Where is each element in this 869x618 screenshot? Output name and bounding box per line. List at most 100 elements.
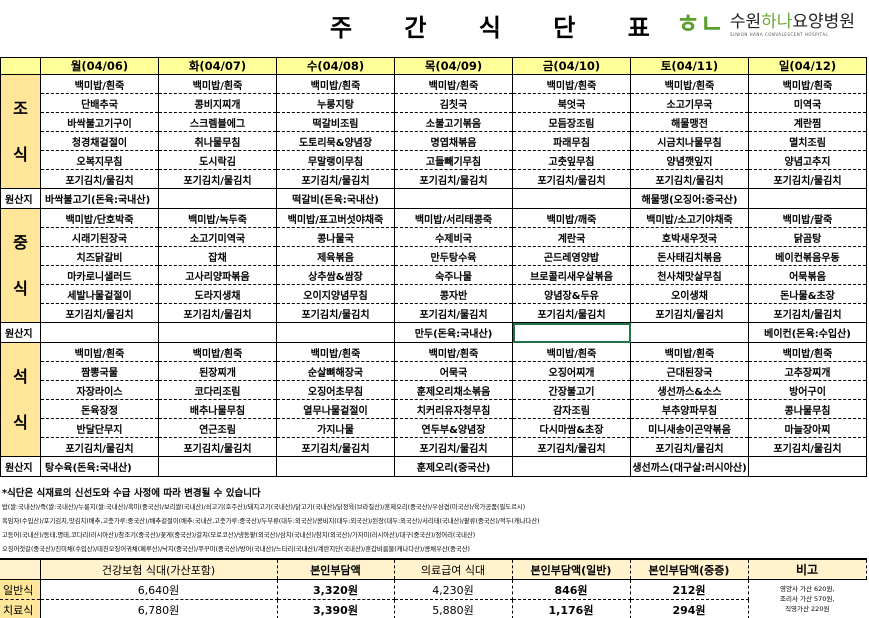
menu-cell[interactable]: 백미밥/흰죽 [158,342,277,362]
cost-header[interactable]: 본인부담액 [277,558,395,580]
menu-cell[interactable]: 포기김치/물김치 [748,303,867,323]
menu-cell[interactable]: 백미밥/표고버섯야채죽 [276,208,395,228]
menu-cell[interactable]: 콩나물국 [276,227,395,247]
menu-cell[interactable]: 도라지생채 [158,284,277,304]
menu-cell[interactable]: 양념고추지 [748,150,867,170]
menu-cell[interactable]: 고사리양파볶음 [158,265,277,285]
menu-cell[interactable]: 취나물무침 [158,131,277,151]
menu-cell[interactable]: 치즈닭갈비 [40,246,159,266]
menu-cell[interactable]: 어묵국 [394,361,513,381]
menu-cell[interactable]: 간장불고기 [512,380,631,400]
day-header[interactable]: 금(04/10) [512,57,631,75]
origin-label[interactable]: 원산지 [0,456,41,477]
menu-cell[interactable]: 근대된장국 [630,361,749,381]
menu-cell[interactable]: 훈제오리채소볶음 [394,380,513,400]
origin-cell[interactable] [276,456,395,477]
menu-cell[interactable]: 오이생채 [630,284,749,304]
menu-cell[interactable]: 소고기무국 [630,93,749,113]
menu-cell[interactable]: 계란국 [512,227,631,247]
menu-cell[interactable]: 포기김치/물김치 [748,169,867,189]
menu-cell[interactable]: 천사채맛살무침 [630,265,749,285]
menu-cell[interactable]: 감자조림 [512,399,631,419]
cost-value[interactable]: 294원 [630,599,749,618]
cost-value[interactable]: 5,880원 [394,599,513,618]
menu-cell[interactable]: 누룽지탕 [276,93,395,113]
menu-cell[interactable]: 상추쌈&쌈장 [276,265,395,285]
origin-cell[interactable]: 만두(돈육:국내산) [394,322,513,343]
menu-cell[interactable]: 숙주나물 [394,265,513,285]
menu-cell[interactable]: 포기김치/물김치 [40,169,159,189]
menu-cell[interactable]: 포기김치/물김치 [630,169,749,189]
menu-cell[interactable]: 오복지무침 [40,150,159,170]
menu-cell[interactable]: 김칫국 [394,93,513,113]
menu-cell[interactable]: 포기김치/물김치 [158,169,277,189]
day-header[interactable]: 월(04/06) [40,57,159,75]
menu-cell[interactable]: 콩비지찌개 [158,93,277,113]
menu-cell[interactable]: 닭곰탕 [748,227,867,247]
menu-cell[interactable]: 포기김치/물김치 [512,437,631,457]
menu-cell[interactable]: 된장찌개 [158,361,277,381]
menu-cell[interactable]: 떡갈비조림 [276,112,395,132]
menu-cell[interactable]: 포기김치/물김치 [394,169,513,189]
menu-cell[interactable]: 콩자반 [394,284,513,304]
day-header[interactable]: 수(04/08) [276,57,395,75]
menu-cell[interactable]: 청경채겉절이 [40,131,159,151]
cost-value[interactable]: 846원 [512,579,631,600]
cost-value[interactable]: 1,176원 [512,599,631,618]
cost-header[interactable]: 의료급여 식대 [394,558,513,580]
menu-cell[interactable]: 백미밥/흰죽 [748,342,867,362]
menu-cell[interactable]: 무말랭이무침 [276,150,395,170]
menu-cell[interactable]: 오이지양념무침 [276,284,395,304]
menu-cell[interactable]: 미니새송이곤약볶음 [630,418,749,438]
menu-cell[interactable]: 연두부&양념장 [394,418,513,438]
menu-cell[interactable]: 백미밥/흰죽 [40,74,159,94]
cost-row-label[interactable]: 일반식 [0,579,41,600]
menu-cell[interactable]: 순살뼈해장국 [276,361,395,381]
menu-cell[interactable]: 코다리조림 [158,380,277,400]
origin-cell[interactable] [158,188,277,209]
menu-cell[interactable]: 모듬장조림 [512,112,631,132]
origin-cell[interactable]: 탕수육(돈육:국내산) [40,456,159,477]
menu-cell[interactable]: 백미밥/녹두죽 [158,208,277,228]
origin-cell[interactable] [748,456,867,477]
menu-cell[interactable]: 소고기미역국 [158,227,277,247]
menu-cell[interactable]: 연근조림 [158,418,277,438]
menu-cell[interactable]: 파래무침 [512,131,631,151]
menu-cell[interactable]: 만두탕수육 [394,246,513,266]
cost-value[interactable]: 4,230원 [394,579,513,600]
origin-cell[interactable] [512,322,631,343]
cost-header[interactable]: 본인부담액(일반) [512,558,631,580]
menu-cell[interactable]: 브로콜리새우살볶음 [512,265,631,285]
menu-cell[interactable]: 부추양파무침 [630,399,749,419]
corner-cell[interactable] [0,57,41,75]
origin-label[interactable]: 원산지 [0,322,41,343]
menu-cell[interactable]: 방어구이 [748,380,867,400]
menu-cell[interactable]: 명엽채볶음 [394,131,513,151]
menu-cell[interactable]: 포기김치/물김치 [394,437,513,457]
day-header[interactable]: 토(04/11) [630,57,749,75]
menu-cell[interactable]: 포기김치/물김치 [40,437,159,457]
origin-cell[interactable] [394,188,513,209]
origin-cell[interactable]: 생선까스(대구살:러시아산) [630,456,749,477]
menu-cell[interactable]: 백미밥/흰죽 [394,342,513,362]
menu-cell[interactable]: 돈사태김치볶음 [630,246,749,266]
menu-cell[interactable]: 호박새우젓국 [630,227,749,247]
menu-cell[interactable]: 돈나물&초장 [748,284,867,304]
menu-cell[interactable]: 백미밥/흰죽 [158,74,277,94]
menu-cell[interactable]: 바싹불고기구이 [40,112,159,132]
menu-cell[interactable]: 포기김치/물김치 [512,169,631,189]
menu-cell[interactable]: 북엇국 [512,93,631,113]
menu-cell[interactable]: 백미밥/흰죽 [40,342,159,362]
menu-cell[interactable]: 도토리묵&양념장 [276,131,395,151]
menu-cell[interactable]: 단배추국 [40,93,159,113]
menu-cell[interactable]: 미역국 [748,93,867,113]
menu-cell[interactable]: 포기김치/물김치 [276,303,395,323]
menu-cell[interactable]: 백미밥/소고기야채죽 [630,208,749,228]
day-header[interactable]: 화(04/07) [158,57,277,75]
cost-value[interactable]: 6,640원 [40,579,278,600]
cost-value[interactable]: 6,780원 [40,599,278,618]
menu-cell[interactable]: 어묵볶음 [748,265,867,285]
origin-cell[interactable] [158,322,277,343]
menu-cell[interactable]: 포기김치/물김치 [630,437,749,457]
